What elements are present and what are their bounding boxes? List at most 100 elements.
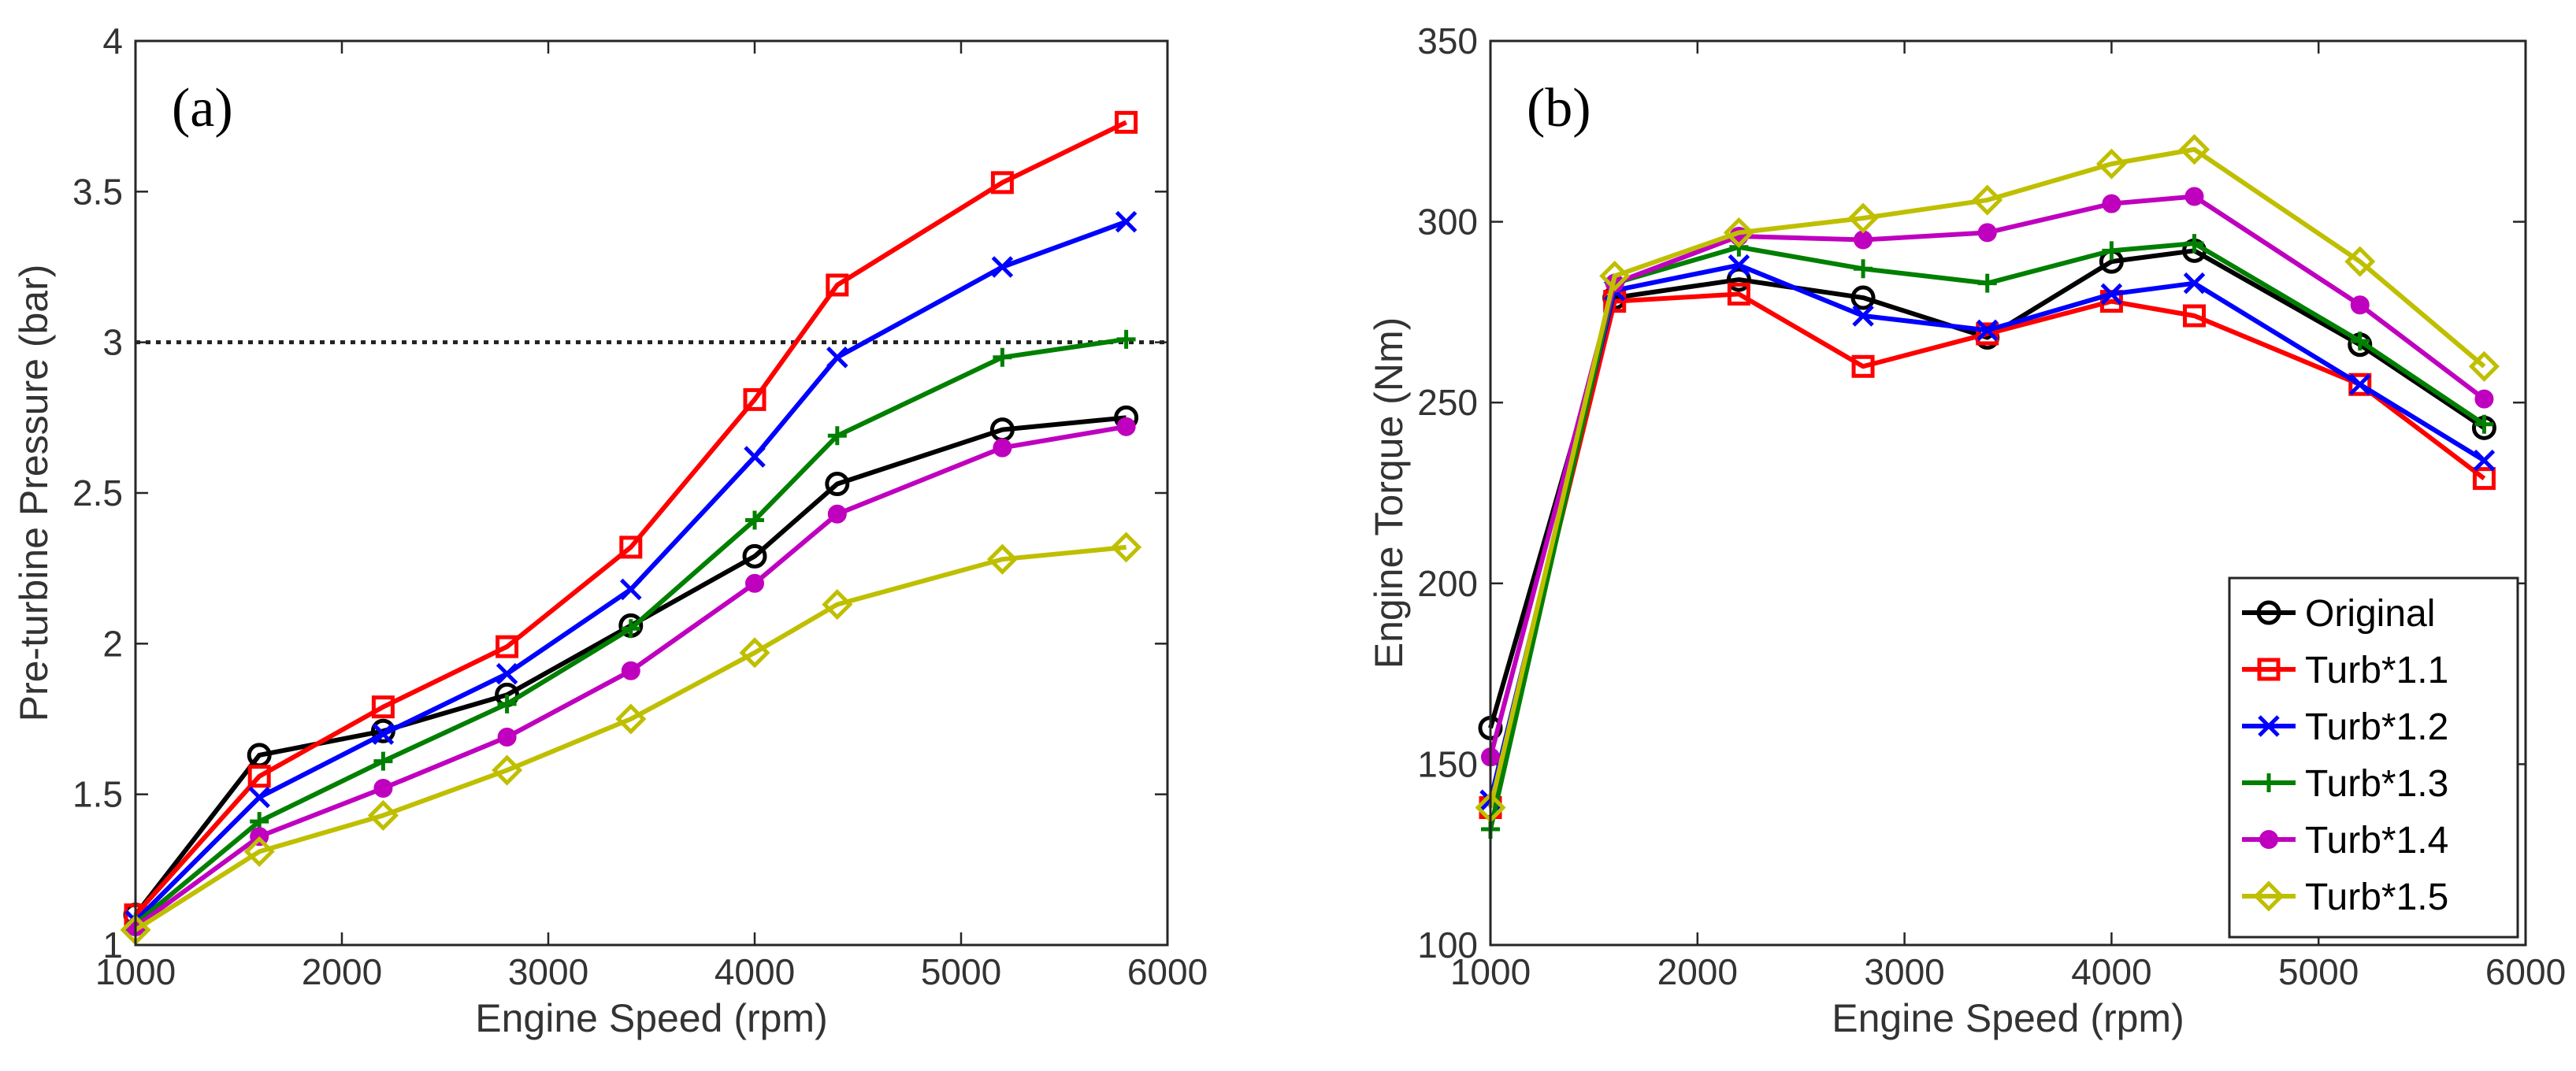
data-point [372,723,395,745]
data-point [827,504,847,524]
data-point [2472,467,2496,491]
data-point [371,695,395,719]
y-tick-label: 2.5 [72,472,123,513]
data-point [2183,304,2207,328]
series-line [134,544,1127,932]
data-point [1972,184,2003,216]
data-point [743,387,766,411]
data-point [621,661,640,680]
y-axis-label: Pre-turbine Pressure (bar) [12,265,56,722]
data-point [2348,372,2372,396]
data-point [991,256,1014,278]
data-point [248,786,270,809]
data-point [243,836,275,867]
series-line [1488,291,2486,809]
data-point [2183,272,2206,295]
data-point [497,727,517,747]
data-point [1726,267,1751,292]
data-point [1115,110,1138,134]
data-point [496,635,519,658]
data-point [2350,332,2370,351]
series-turb-1-5 [1475,134,2500,824]
x-tick-label: 1000 [1450,951,1531,992]
data-point [497,694,517,713]
data-point [826,273,849,297]
chart-panel-a: 1000 2000 3000 4000 5000 6000 1 1.5 2 2.5 3 3.5 4 (a)… [12,20,1208,1040]
panel-label: (b) [1527,78,1591,139]
legend-entry: Turb*1.1 [2242,650,2448,691]
y-tick-label: 1 [102,925,123,965]
x-tick-label: 3000 [508,951,588,992]
data-point [1116,329,1136,349]
data-point [1723,217,1754,248]
legend-entry: Turb*1.4 [2242,820,2448,862]
data-point [745,573,764,593]
data-point [2348,373,2371,396]
y-tick-label: 350 [1417,20,1478,61]
legend-marker [2257,658,2281,681]
data-point [2102,241,2121,261]
data-point [2344,246,2376,277]
x-axis-label: Engine Speed (rpm) [1832,996,2184,1040]
legend-box [2228,576,2519,939]
data-point [1852,305,1874,327]
data-point [615,703,647,735]
data-point [1599,260,1631,292]
data-point [739,637,770,669]
data-point [2473,449,2496,472]
series-turb-1-4 [126,417,1136,937]
legend-label: Turb*1.1 [2305,650,2448,691]
data-point [745,510,764,530]
legend: Original Turb*1.1 Turb*1.2 Turb*1.3 Turb*1.4… [2228,576,2519,939]
data-point [2350,295,2370,315]
legend-marker [2253,880,2285,912]
data-point [744,446,766,468]
data-point [1115,210,1138,233]
data-point [986,543,1018,575]
axes-frame [134,39,1169,947]
legend-marker [2258,715,2280,737]
legend-entry: Original [2242,593,2435,635]
data-point [2102,194,2121,213]
data-point [990,171,1014,195]
legend-marker [2259,830,2278,849]
data-point [1976,322,1999,346]
data-point [2100,283,2123,306]
data-point [2468,350,2500,382]
panel-label: (a) [172,78,233,139]
data-point [2474,414,2494,434]
legend-label: Turb*1.5 [2305,876,2448,918]
y-tick-label: 4 [102,20,123,61]
data-point [2184,187,2204,206]
x-tick-label: 5000 [921,951,1001,992]
x-tick-label: 2000 [302,951,382,992]
data-point [496,662,518,685]
y-tick-label: 1.5 [72,774,123,815]
x-tick-label: 3000 [1864,951,1944,992]
y-tick-label: 250 [1417,382,1478,423]
x-tick-label: 4000 [2071,951,2151,992]
legend-marker [2259,773,2278,792]
x-axis-label: Engine Speed (rpm) [475,996,827,1040]
series-line [1488,248,2486,729]
y-tick-label: 3 [102,322,123,363]
x-tick-label: 6000 [2485,951,2566,992]
x-tick-label: 6000 [1127,951,1208,992]
legend-entry: Turb*1.2 [2242,706,2448,748]
data-point [1111,532,1142,563]
data-point [620,578,642,601]
data-point [1851,354,1875,378]
y-axis-label: Engine Torque (Nm) [1367,317,1411,669]
y-tick-label: 2 [102,623,123,664]
series-turb-1-3 [126,329,1136,934]
data-point [826,346,848,369]
legend-marker [2256,600,2281,625]
series-line [1488,146,2486,809]
data-point [1847,202,1879,234]
data-point [1850,285,1876,310]
data-point [822,589,853,621]
data-point [742,543,767,569]
chart-panel-b: 1000 2000 3000 4000 5000 6000 100 150 200 250 300 3… [1367,20,2566,1040]
data-point [1977,273,1997,293]
